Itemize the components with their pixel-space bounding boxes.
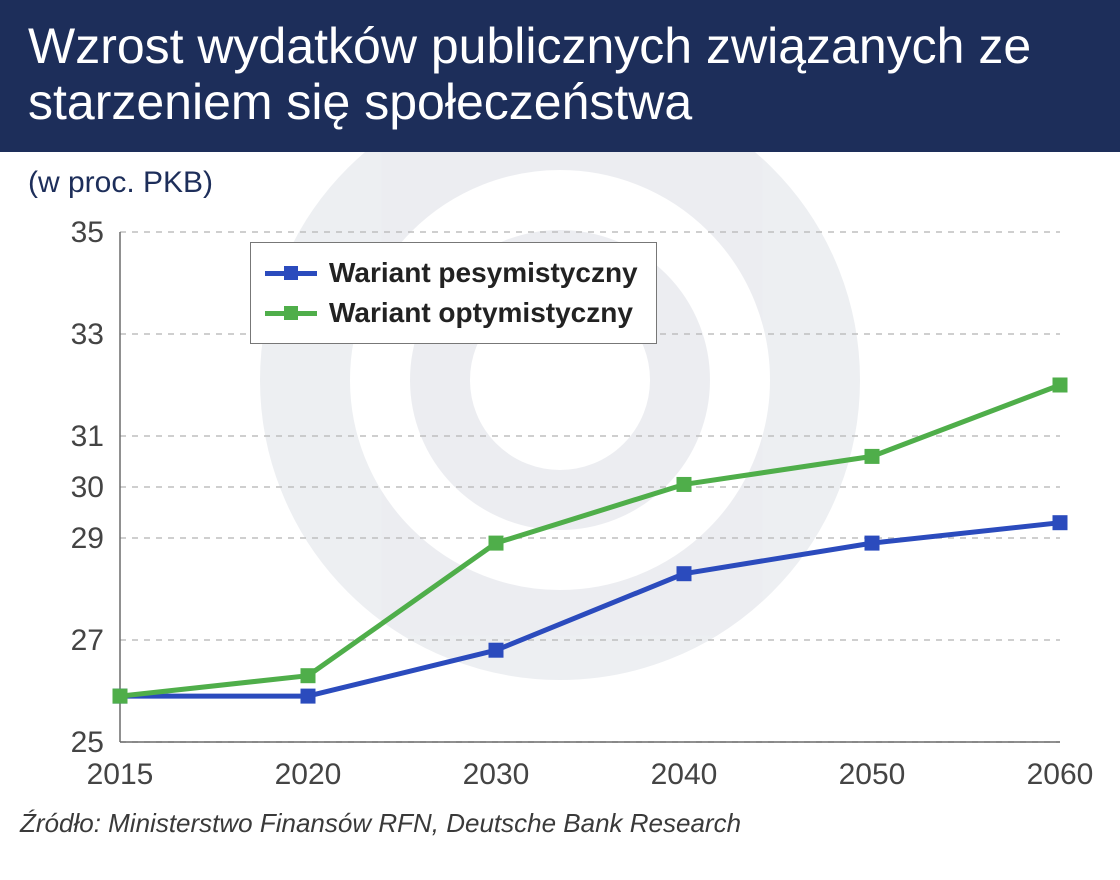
series-marker	[301, 689, 315, 703]
x-tick-label: 2030	[463, 758, 530, 791]
legend-item: Wariant optymistyczny	[265, 293, 638, 333]
series-marker	[489, 536, 503, 550]
chart-title: Wzrost wydatków publicznych związanych z…	[0, 0, 1120, 152]
legend-label: Wariant pesymistyczny	[329, 257, 638, 289]
legend-marker	[284, 306, 298, 320]
y-tick-label: 30	[71, 471, 104, 504]
y-tick-label: 29	[71, 522, 104, 555]
chart-area: 25 27 29 30 31 33 35 2015 2020 2030 2040 2050 2060 W…	[20, 212, 1100, 802]
x-tick-label: 2060	[1027, 758, 1094, 791]
legend-marker	[284, 266, 298, 280]
y-tick-label: 25	[71, 726, 104, 759]
series-marker	[1053, 516, 1067, 530]
series-marker	[865, 536, 879, 550]
chart-subtitle: (w proc. PKB)	[0, 152, 1120, 204]
legend-swatch	[265, 311, 317, 316]
x-tick-label: 2050	[839, 758, 906, 791]
series-marker	[677, 477, 691, 491]
legend-item: Wariant pesymistyczny	[265, 253, 638, 293]
series-marker	[677, 567, 691, 581]
series-marker	[301, 669, 315, 683]
series-marker	[489, 643, 503, 657]
y-tick-label: 35	[71, 216, 104, 249]
x-tick-label: 2015	[87, 758, 154, 791]
y-tick-label: 31	[71, 420, 104, 453]
series-marker	[1053, 378, 1067, 392]
series-line	[120, 523, 1060, 696]
legend-label: Wariant optymistyczny	[329, 297, 633, 329]
source-line: Źródło: Ministerstwo Finansów RFN, Deuts…	[0, 802, 1120, 845]
legend: Wariant pesymistyczny Wariant optymistycz…	[250, 242, 657, 344]
y-tick-label: 33	[71, 318, 104, 351]
series-line	[120, 385, 1060, 696]
series-marker	[865, 449, 879, 463]
y-tick-label: 27	[71, 624, 104, 657]
series-marker	[113, 689, 127, 703]
legend-swatch	[265, 271, 317, 276]
x-tick-label: 2040	[651, 758, 718, 791]
x-tick-label: 2020	[275, 758, 342, 791]
